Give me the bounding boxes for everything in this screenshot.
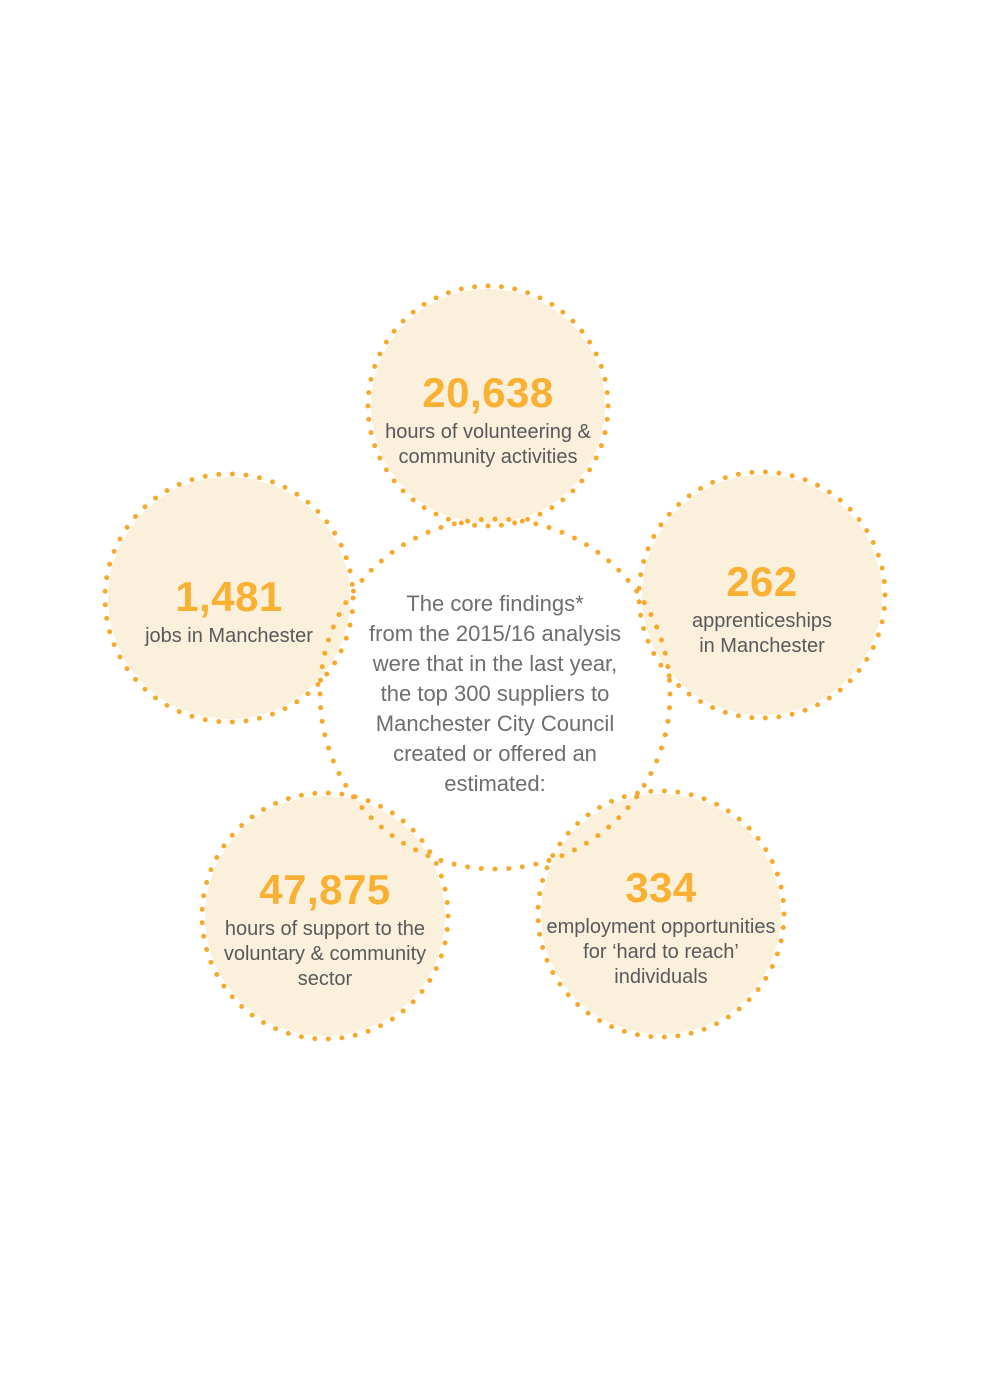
dotted-circle xyxy=(636,469,888,721)
dotted-circle xyxy=(365,283,611,529)
dotted-circle xyxy=(199,790,451,1042)
stat-bubble-support: 47,875 hours of support to the voluntary… xyxy=(199,790,451,1042)
stat-value-employment: 334 xyxy=(625,864,697,911)
dotted-circle xyxy=(102,471,356,725)
stat-value-jobs: 1,481 xyxy=(175,573,283,620)
dotted-circle xyxy=(535,788,787,1040)
stat-value-volunteering: 20,638 xyxy=(422,368,554,416)
stat-value-apprenticeships: 262 xyxy=(726,557,798,605)
stat-label-support: hours of support to the voluntary & comm… xyxy=(223,918,427,990)
stat-label-jobs: jobs in Manchester xyxy=(145,625,313,647)
stat-bubble-jobs: 1,481 jobs in Manchester xyxy=(102,471,356,725)
stat-label-employment: employment opportunities for ‘hard to re… xyxy=(546,916,776,988)
stat-value-support: 47,875 xyxy=(259,866,391,913)
stat-label-volunteering: hours of volunteering & community activi… xyxy=(385,420,591,468)
stat-bubble-employment: 334 employment opportunities for ‘hard t… xyxy=(535,788,787,1040)
dotted-circle xyxy=(317,516,673,872)
stat-label-apprenticeships: apprenticeships in Manchester xyxy=(691,609,833,657)
center-findings-circle: The core findings* from the 2015/16 anal… xyxy=(317,516,673,872)
core-findings-text: The core findings* from the 2015/16 anal… xyxy=(369,591,621,796)
stat-bubble-volunteering: 20,638 hours of volunteering & community… xyxy=(365,283,611,529)
stat-bubble-apprenticeships: 262 apprenticeships in Manchester xyxy=(636,469,888,721)
